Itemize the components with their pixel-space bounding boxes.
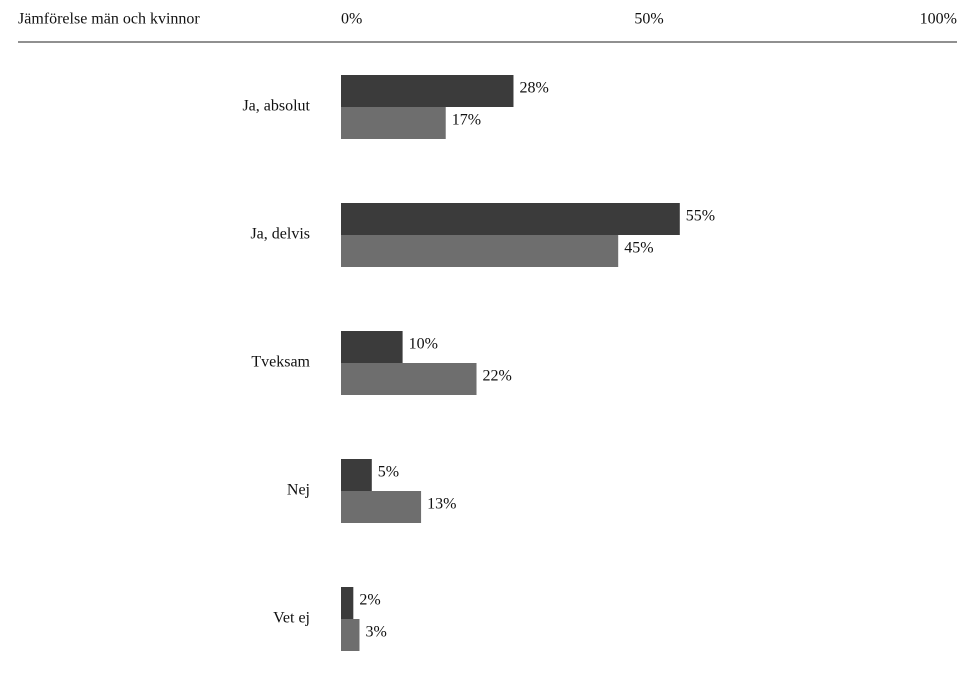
bar (341, 75, 514, 107)
bar (341, 203, 680, 235)
chart-title: Jämförelse män och kvinnor (18, 11, 200, 28)
x-tick-label: 50% (634, 11, 663, 28)
value-label: 17% (452, 112, 481, 129)
value-label: 22% (483, 368, 512, 385)
category-label: Nej (287, 482, 310, 499)
category-label: Tveksam (251, 354, 310, 371)
bar (341, 235, 619, 267)
bar (341, 107, 446, 139)
bar (341, 619, 360, 651)
bar (341, 587, 354, 619)
bar (341, 331, 403, 363)
value-label: 3% (365, 624, 386, 641)
bar (341, 363, 477, 395)
category-label: Ja, delvis (250, 226, 310, 243)
value-label: 13% (427, 496, 456, 513)
bar (341, 459, 372, 491)
value-label: 5% (378, 464, 399, 481)
x-tick-label: 100% (920, 11, 957, 28)
value-label: 2% (359, 592, 380, 609)
value-label: 28% (519, 80, 548, 97)
value-label: 10% (409, 336, 438, 353)
bar (341, 491, 422, 523)
category-label: Ja, absolut (242, 98, 310, 115)
category-label: Vet ej (273, 610, 310, 627)
value-label: 45% (624, 240, 653, 257)
x-tick-label: 0% (341, 11, 362, 28)
value-label: 55% (686, 208, 715, 225)
